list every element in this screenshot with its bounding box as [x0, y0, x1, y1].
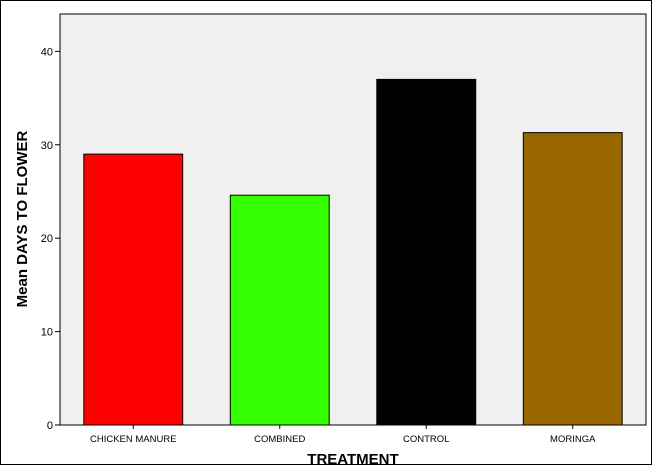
- y-axis-title: Mean DAYS TO FLOWER: [14, 130, 31, 307]
- y-tick-label: 0: [47, 420, 53, 432]
- y-tick-label: 30: [41, 140, 53, 152]
- bar-moringa: [523, 133, 622, 425]
- bar-chicken-manure: [84, 154, 183, 425]
- x-category-label: CONTROL: [403, 434, 449, 445]
- y-tick-label: 20: [41, 233, 53, 245]
- bar-combined: [230, 195, 329, 425]
- y-tick-label: 10: [41, 327, 53, 339]
- bar-control: [377, 79, 476, 425]
- x-axis-title: TREATMENT: [307, 451, 398, 465]
- x-category-label: COMBINED: [254, 434, 305, 445]
- x-category-label: CHICKEN MANURE: [90, 434, 177, 445]
- x-category-label: MORINGA: [550, 434, 596, 445]
- y-tick-label: 40: [41, 46, 53, 58]
